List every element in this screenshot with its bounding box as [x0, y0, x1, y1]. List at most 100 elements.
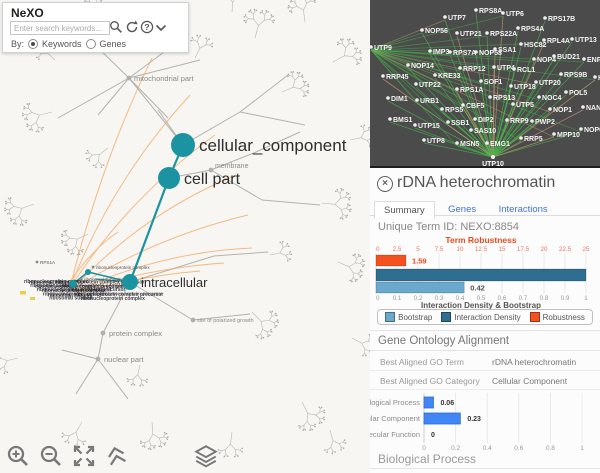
gene-node-PWP2[interactable]: PWP2 [530, 119, 555, 126]
gene-node-URB1[interactable]: URB1 [415, 98, 439, 105]
gene-node-NOP14[interactable]: NOP14 [406, 63, 434, 70]
gene-node-MPP10[interactable]: MPP10 [552, 132, 580, 139]
gene-node-NOP1[interactable]: NOP1 [548, 107, 572, 114]
gene-node-NOC4[interactable]: NOC4 [537, 95, 562, 102]
help-icon[interactable]: ? [140, 20, 154, 34]
ontology-node[interactable]: membrane [208, 163, 249, 173]
genes-radio[interactable] [85, 39, 96, 49]
layers-button[interactable] [193, 443, 219, 469]
gene-node-RPS4A[interactable]: RPS4A [516, 26, 544, 33]
svg-text:SSA1: SSA1 [498, 47, 516, 54]
gene-node-RCL1[interactable]: RCL1 [512, 67, 535, 74]
collapse-tree-button[interactable] [102, 441, 131, 470]
go-category-value: Cellular Component [492, 376, 568, 386]
go-term-value: rDNA heterochromatin [492, 357, 577, 367]
gene-node-NAN1[interactable]: NAN1 [581, 105, 600, 112]
svg-text:RPL4A: RPL4A [547, 38, 570, 45]
gene-node-DIP2[interactable]: DIP2 [473, 117, 494, 124]
svg-text:ribosomal subunit: ribosomal subunit [48, 292, 92, 298]
gene-node-RRP12[interactable]: RRP12 [458, 66, 486, 73]
gene-node-UTP4[interactable]: UTP4 [492, 65, 515, 72]
gene-node-IMP3[interactable]: IMP3 [428, 49, 449, 56]
tab-summary[interactable]: Summary [374, 201, 435, 219]
chevron-down-icon[interactable] [155, 24, 167, 32]
tab-genes[interactable]: Genes [448, 204, 477, 215]
ontology-node-cellular-component[interactable]: cellular_component [171, 133, 347, 157]
gene-node-KRE33[interactable]: KRE33 [433, 73, 461, 80]
gene-node-RRP9[interactable]: RRP9 [505, 118, 529, 125]
gene-node-UTP15[interactable]: UTP15 [413, 123, 440, 130]
svg-text:ribonucleoprotein complex: ribonucleoprotein complex [81, 296, 145, 302]
gene-node-SOF1[interactable]: SOF1 [479, 79, 502, 86]
gene-interaction-network-canvas[interactable]: UTP7 RPS8A UTP6 RPS17B NOP56 UTP21 RPS22A RPS4A… [370, 0, 600, 166]
gene-node-MSN5[interactable]: MSN5 [455, 141, 480, 148]
gene-node-SAS10[interactable]: SAS10 [469, 128, 496, 135]
legend-item: Bootstrap [385, 312, 432, 322]
gene-node-NOP4[interactable]: NOP4 [532, 57, 556, 64]
gene-node-UTP21[interactable]: UTP21 [455, 31, 482, 38]
gene-node-RPS17B[interactable]: RPS17B [543, 16, 575, 23]
gene-node-POL5[interactable]: POL5 [564, 90, 587, 97]
unique-term-id: Unique Term ID: NEXO:8854 [378, 221, 520, 233]
gene-node-BUD21[interactable]: BUD21 [552, 54, 580, 61]
gene-node-UTP9[interactable]: UTP9 [370, 45, 392, 52]
gene-node-UTP10[interactable]: UTP10 [482, 155, 504, 166]
search-input[interactable] [10, 21, 110, 35]
gene-node-UTP20[interactable]: UTP20 [534, 80, 561, 87]
ontology-node[interactable]: mitochondrial part [126, 74, 195, 83]
ontology-node-cell-part[interactable]: cell part [158, 167, 241, 189]
svg-text:NAN1: NAN1 [586, 105, 600, 112]
svg-text:protein complex: protein complex [109, 329, 162, 338]
gene-node-UTP7[interactable]: UTP7 [443, 15, 466, 22]
search-icon[interactable] [109, 20, 123, 34]
ontology-node[interactable]: nuclear part [95, 355, 145, 364]
gene-node-CBF5[interactable]: CBF5 [461, 103, 484, 110]
ontology-node[interactable]: protein complex [100, 329, 163, 338]
zoom-in-button[interactable] [6, 444, 30, 468]
svg-text:ribonucleoprotein complex prec: ribonucleoprotein complex precursor [88, 291, 163, 296]
refresh-icon[interactable] [125, 20, 139, 34]
gene-node-RPS5[interactable]: RPS5 [440, 107, 463, 114]
ontology-node-intracellular[interactable]: intracellular [122, 274, 208, 290]
tab-interactions[interactable]: Interactions [498, 204, 548, 215]
svg-text:0.6: 0.6 [498, 295, 507, 302]
gene-node-UTP22[interactable]: UTP22 [414, 82, 441, 89]
gene-node-EMG1[interactable]: EMG1 [485, 141, 510, 148]
gene-node-RRP45[interactable]: RRP45 [381, 74, 409, 81]
svg-text:UTP8: UTP8 [427, 138, 445, 145]
gene-node-UTP13[interactable]: UTP13 [570, 37, 597, 44]
term-title: rDNA heterochromatin [397, 174, 556, 191]
gene-node-UTP5[interactable]: UTP5 [511, 102, 534, 109]
gene-node-UTP8[interactable]: UTP8 [422, 138, 445, 145]
gene-node-NOP56[interactable]: NOP56 [420, 28, 448, 35]
svg-text:intracellular: intracellular [141, 275, 208, 290]
gene-node-UTP6[interactable]: UTP6 [501, 11, 524, 18]
svg-text:20: 20 [540, 246, 548, 253]
gene-node-SSB1[interactable]: SSB1 [446, 120, 469, 127]
zoom-out-button[interactable] [39, 444, 63, 468]
gene-node-RPS9B[interactable]: RPS9B [559, 72, 587, 79]
gene-node-RPS1A[interactable]: RPS1A [455, 87, 483, 94]
gene-node-HSC82[interactable]: HSC82 [519, 42, 547, 49]
svg-text:0.8: 0.8 [546, 445, 555, 451]
keywords-radio[interactable] [28, 39, 39, 49]
gene-node-KRR1[interactable]: KRR1 [593, 75, 600, 82]
ontology-node[interactable]: site of polarized growth [190, 317, 254, 324]
gene-node-RPL4A[interactable]: RPL4A [542, 38, 570, 45]
gene-node-RPS7A[interactable]: RPS7A [448, 50, 476, 57]
fit-to-screen-button[interactable] [72, 444, 96, 468]
gene-node-NOP58[interactable]: NOP58 [474, 50, 502, 57]
gene-node-DIM1[interactable]: DIM1 [386, 96, 408, 103]
gene-node-RPS22A[interactable]: RPS22A [485, 31, 517, 38]
gene-node-ENP1[interactable]: ENP1 [582, 57, 600, 64]
gene-node-BMS1[interactable]: BMS1 [388, 117, 413, 124]
gene-node-RRP5[interactable]: RRP5 [519, 136, 543, 143]
gene-node-RPS13[interactable]: RPS13 [488, 95, 515, 102]
svg-text:ribonucleoprotein complex: ribonucleoprotein complex [42, 288, 106, 294]
gene-node-SSA1[interactable]: SSA1 [493, 47, 516, 54]
close-icon[interactable]: × [377, 176, 393, 192]
gene-node-UTP18[interactable]: UTP18 [509, 84, 536, 91]
gene-node-NOP6[interactable]: NOP6 [579, 127, 600, 134]
gene-node-RPS8A[interactable]: RPS8A [474, 8, 502, 15]
